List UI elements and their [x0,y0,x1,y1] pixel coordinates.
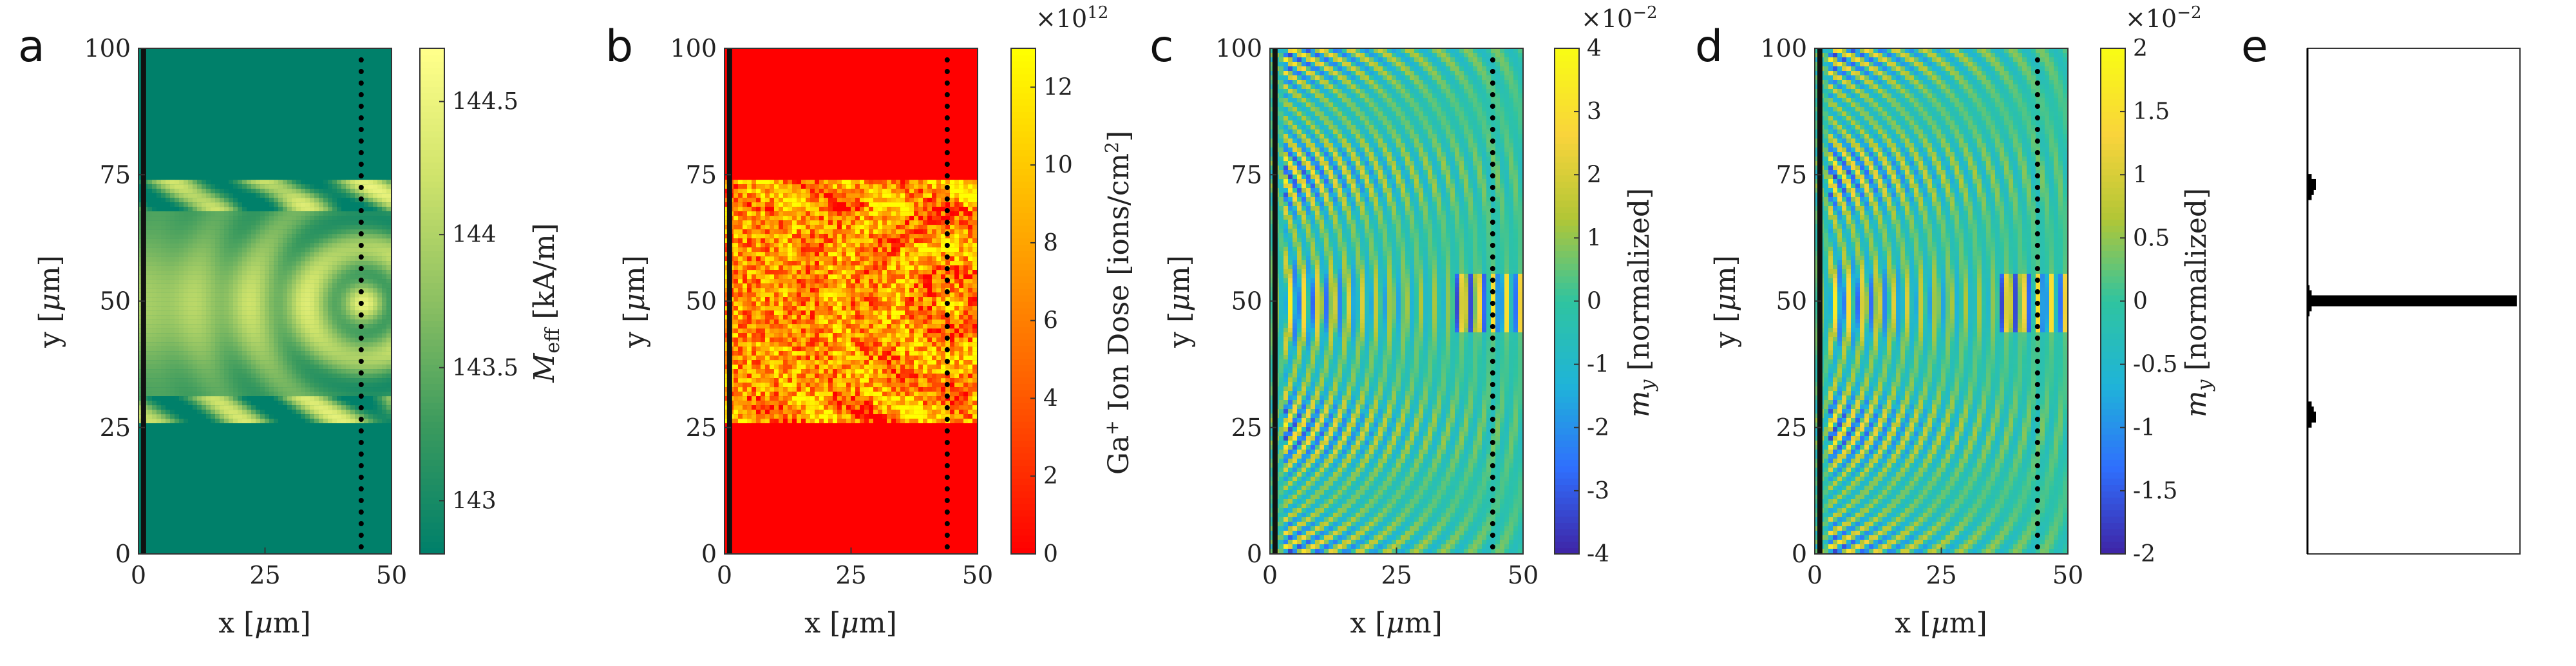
panel-b-colorbar-tick: 12 [1043,74,1073,100]
panel-b-colorbar-tick: 6 [1043,308,1058,334]
panel-d-xtick: 50 [2052,561,2083,589]
panel-d-colorbar-tick: 1 [2133,162,2148,188]
panel-a-ytick: 100 [84,34,131,62]
panel-letter-b: b [605,21,633,72]
panel-b-xtick: 25 [835,561,866,589]
panel-b-ytick: 25 [686,414,717,442]
panel-b-colorbar: 0 2 4 6 8 10 12 [1010,48,1073,567]
panel-b-colorbar-tick: 4 [1043,385,1058,412]
panel-c-ytick: 25 [1231,414,1262,442]
panel-c-colorbar-tick: 4 [1587,35,1602,62]
colorbar-c-label: my [normalized] [1623,188,1659,417]
panel-d-ytick: 75 [1776,160,1807,189]
panel-d-colorbar-tick: 0.5 [2133,225,2170,251]
colorbar-b-exponent: ×1012 [1036,3,1108,33]
panel-d-xtick: 25 [1926,561,1956,589]
panel-c-ylabel: y [μm] [1163,255,1196,348]
panel-d-colorbar-tick: -0.5 [2133,352,2177,378]
panel-a-ytick: 25 [100,414,131,442]
panel-d-colorbar: -2 -1.5 -1 -0.5 0 0.5 1 1.5 2 [2100,35,2177,567]
panel-a-xtick: 0 [131,561,146,589]
panel-letter-a: a [18,21,45,72]
panel-d-ytick: 25 [1776,414,1807,442]
panel-a-xlabel: x [μm] [218,607,310,640]
panel-a-ylabel: y [μm] [33,255,66,348]
colorbar-d-label: my [normalized] [2180,188,2216,417]
panel-a-colorbar-tick: 144.5 [452,89,518,115]
panel-d-xlabel: x [μm] [1895,607,1987,640]
panel-d-colorbar-tick: -1.5 [2133,478,2177,504]
panel-letter-d: d [1695,21,1723,72]
colorbar-a-label: Meff [kA/m] [528,223,564,383]
panel-c-xtick: 50 [1508,561,1539,589]
panel-a-colorbar-tick: 144 [452,222,497,248]
panel-c-colorbar: -4 -3 -2 -1 0 1 2 3 4 [1554,35,1609,567]
panel-c-colorbar-tick: -3 [1587,478,1609,504]
panel-c-colorbar-tick: 3 [1587,99,1602,125]
panel-d-xtick: 0 [1807,561,1823,589]
panel-e-bars [2306,48,2521,555]
panel-a-colorbar-tick: 143.5 [452,355,518,381]
colorbar-d-exponent: ×10−2 [2125,3,2202,33]
panel-b-ytick: 75 [686,160,717,189]
panel-a-xtick: 50 [376,561,407,589]
panel-letter-e: e [2241,21,2268,72]
panel-b-field [724,180,978,424]
panel-a-xtick: 25 [249,561,280,589]
panel-d-field [1815,48,2068,554]
panel-c-ytick: 0 [1247,540,1262,568]
panel-c-ytick: 75 [1231,160,1262,189]
panel-a-ytick: 75 [100,160,131,189]
panel-c-ytick: 100 [1215,34,1262,62]
panel-b-xtick: 0 [717,561,732,589]
panel-b-colorbar-tick: 10 [1043,152,1073,178]
panel-c-colorbar-tick: -1 [1587,352,1609,378]
panel-b-ytick: 0 [701,540,717,568]
panel-c-xtick: 0 [1262,561,1278,589]
panel-c-ytick: 50 [1231,287,1262,316]
panel-d-ytick: 0 [1792,540,1807,568]
colorbar-b-label: Ga+ Ion Dose [ions/cm2] [1101,131,1135,475]
panel-d-colorbar-tick: 0 [2133,289,2148,315]
panel-b-colorbar-tick: 2 [1043,463,1058,490]
panel-a-ytick: 50 [100,287,131,316]
panel-b-xlabel: x [μm] [804,607,896,640]
panel-c-colorbar-tick: 0 [1587,289,1602,315]
panel-c-colorbar-tick: 2 [1587,162,1602,188]
panel-b-xtick: 50 [962,561,993,589]
panel-letter-c: c [1150,21,1173,72]
panel-b-map: 0 25 50 0 25 50 75 100 0 2 4 6 8 10 12 [670,34,1072,589]
panel-d-colorbar-tick: -1 [2133,415,2155,441]
panel-c-colorbar-tick: -2 [1587,415,1609,441]
panel-a-ytick: 0 [115,540,131,568]
panel-d-ylabel: y [μm] [1709,255,1742,348]
panel-b-colorbar-tick: 0 [1043,541,1058,567]
panel-b-ytick: 50 [686,287,717,316]
panel-c-colorbar-tick: 1 [1587,225,1602,251]
panel-c-colorbar-tick: -4 [1587,541,1609,567]
panel-a-map: 0 25 50 0 25 50 75 100 143 143.5 144 144.5 [84,34,518,589]
panel-d-colorbar-tick: -2 [2133,541,2155,567]
panel-c-field [1270,48,1523,554]
panel-d-colorbar-tick: 1.5 [2133,99,2170,125]
panel-d-ytick: 50 [1776,287,1807,316]
panel-e-bar [2307,174,2312,186]
panel-e-bar [2307,285,2310,296]
panel-e-bar [2307,401,2312,413]
panel-a-colorbar-tick: 143 [452,488,497,514]
panel-d-colorbar-tick: 2 [2133,35,2148,62]
panel-a-field [138,180,392,424]
panel-d-map: 0 25 50 0 25 50 75 100 -2 -1.5 -1 -0.5 0 0.5 1 1.5 2 [1760,34,2177,589]
panel-b-ylabel: y [μm] [618,255,651,348]
panel-c-xlabel: x [μm] [1350,607,1442,640]
panel-d-ytick: 100 [1760,34,1807,62]
colorbar-c-exponent: ×10−2 [1581,3,1658,33]
panel-c-map: 0 25 50 0 25 50 75 100 -4 -3 -2 -1 0 1 2 3 4 [1215,34,1609,589]
panel-a-colorbar: 143 143.5 144 144.5 [419,48,518,555]
panel-b-ytick: 100 [670,34,717,62]
panel-c-xtick: 25 [1381,561,1412,589]
panel-b-colorbar-tick: 8 [1043,230,1058,256]
panel-e-bar [2307,295,2517,307]
